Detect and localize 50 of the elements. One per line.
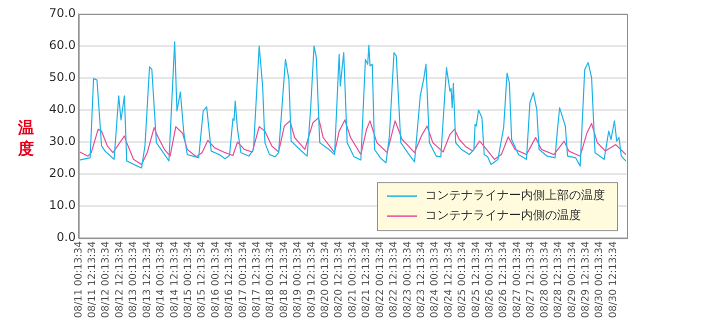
x-tick-label: 08/12 00:13:34 [100,241,112,318]
x-tick-label: 08/26 00:13:34 [484,241,496,318]
x-tick-label: 08/30 00:13:34 [594,241,606,318]
x-tick-label: 08/15 00:13:34 [182,241,194,318]
x-tick-label: 08/27 00:13:34 [512,241,523,318]
y-tick-label: 30.0 [49,134,76,148]
x-tick-label: 08/14 12:13:34 [169,241,180,318]
x-tick-label: 08/13 00:13:34 [128,241,140,318]
x-tick-label: 08/20 12:13:34 [334,241,345,318]
y-tick-label: 40.0 [49,102,76,116]
x-tick-label: 08/16 00:13:34 [210,241,222,318]
x-tick-label: 08/12 12:13:34 [114,241,126,318]
x-tick-label: 08/13 12:13:34 [142,241,153,318]
x-tick-label: 08/23 00:13:34 [402,241,414,318]
legend-label: コンテナライナー内側の温度 [425,208,581,222]
y-axis-title: 温度 [18,118,34,160]
x-tick-label: 08/24 00:13:34 [430,241,441,318]
x-tick-label: 08/17 12:13:34 [252,241,263,318]
legend-label: コンテナライナー内側上部の温度 [425,188,605,202]
x-tick-label: 08/16 12:13:34 [224,241,236,318]
x-tick-label: 08/25 12:13:34 [470,241,482,318]
x-tick-label: 08/21 12:13:34 [361,241,372,318]
y-tick-label: 20.0 [49,166,76,180]
y-tick-label: 70.0 [49,6,76,20]
y-tick-label: 10.0 [49,198,76,212]
x-tick-label: 08/15 12:13:34 [196,241,208,318]
x-tick-label: 08/30 12:13:34 [608,241,619,318]
x-tick-label: 08/20 00:13:34 [320,241,332,318]
y-tick-label: 50.0 [49,70,76,84]
x-tick-label: 08/22 00:13:34 [374,241,386,318]
x-tick-label: 08/27 12:13:34 [526,241,537,318]
x-tick-label: 08/28 12:13:34 [553,241,564,318]
x-tick-label: 08/19 00:13:34 [292,241,304,318]
x-tick-label: 08/17 00:13:34 [238,241,249,318]
x-tick-label: 08/11 00:13:34 [73,241,84,318]
x-tick-label: 08/23 12:13:34 [416,241,427,318]
x-tick-label: 08/11 12:13:34 [87,241,98,318]
x-tick-label: 08/29 00:13:34 [566,241,578,318]
y-tick-label: 60.0 [49,38,76,52]
x-tick-label: 08/29 12:13:34 [580,241,592,318]
x-tick-label: 08/25 00:13:34 [457,241,468,318]
x-tick-label: 08/24 12:13:34 [443,241,454,318]
x-tick-label: 08/18 00:13:34 [265,241,276,318]
x-tick-label: 08/18 12:13:34 [278,241,290,318]
x-tick-label: 08/28 00:13:34 [539,241,550,318]
x-tick-label: 08/21 00:13:34 [347,241,358,318]
x-tick-label: 08/26 12:13:34 [498,241,510,318]
x-tick-label: 08/19 12:13:34 [306,241,318,318]
x-tick-label: 08/22 12:13:34 [388,241,400,318]
x-tick-label: 08/14 00:13:34 [156,241,167,318]
